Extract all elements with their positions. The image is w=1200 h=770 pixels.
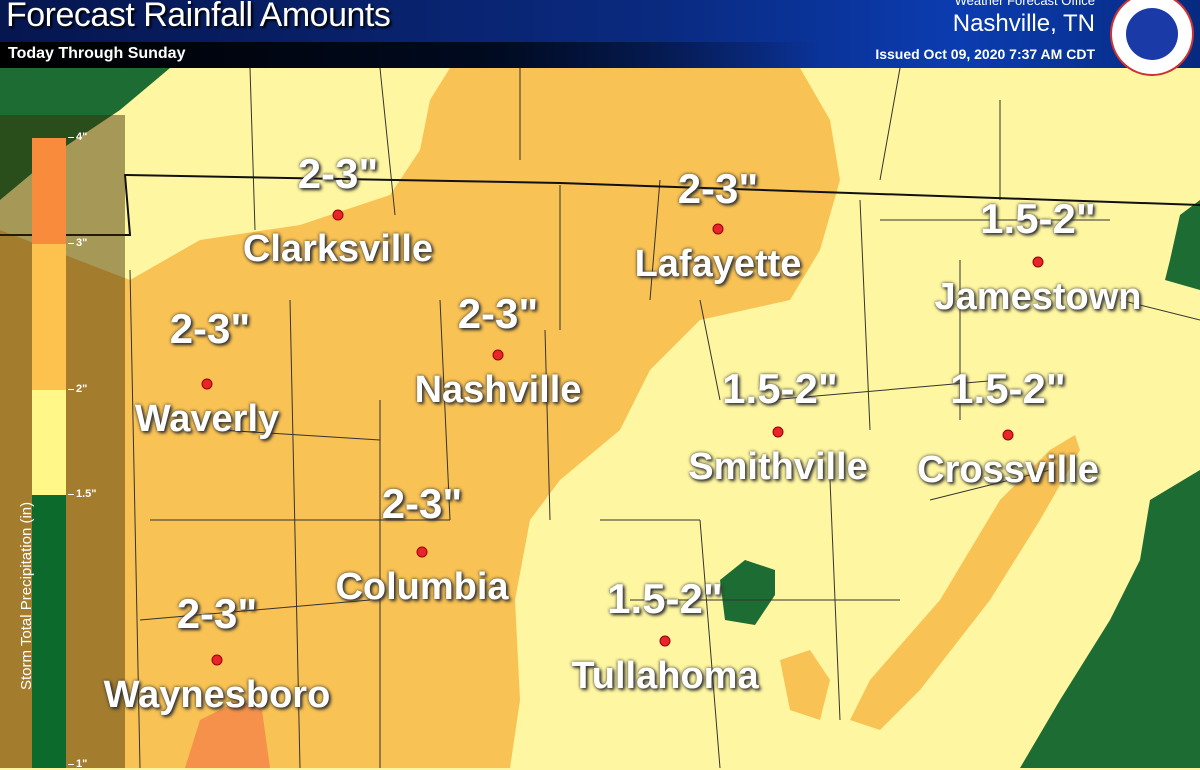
city-marker: [201, 378, 213, 390]
green-area-northeast: [1165, 200, 1200, 290]
city-marker: [1032, 256, 1044, 268]
city-name-label: Jamestown: [934, 276, 1142, 318]
rainfall-amount-label: 2-3": [677, 165, 759, 212]
orange-patch: [780, 650, 830, 720]
city-name-label: Tullahoma: [571, 655, 759, 697]
city-name-label: Smithville: [688, 446, 868, 488]
rainfall-amount-label: 2-3": [176, 590, 258, 637]
rainfall-amount-label: 1.5-2": [607, 575, 723, 622]
green-area-east: [1020, 470, 1200, 768]
county-borders: [129, 67, 1200, 768]
city-marker: [659, 635, 671, 647]
city-name-label: Columbia: [335, 566, 509, 608]
legend-bin-2-3: [32, 244, 66, 390]
rainfall-amount-label: 2-3": [297, 150, 379, 197]
rainfall-amount-label: 1.5-2": [722, 365, 838, 412]
office-city: Nashville, TN: [952, 10, 1095, 37]
subtitle: Today Through Sunday: [8, 45, 186, 62]
green-blob: [720, 560, 775, 625]
city-marker: [332, 209, 344, 221]
city-marker: [772, 426, 784, 438]
city-name-label: Clarksville: [242, 228, 434, 270]
rainfall-amount-label: 2-3": [169, 305, 251, 352]
green-area-northwest: [0, 68, 170, 200]
city-marker: [712, 223, 724, 235]
city-marker: [416, 546, 428, 558]
rainfall-amount-label: 2-3": [381, 480, 463, 527]
legend: Storm Total Precipitation (in) 4" 3" 2" …: [0, 115, 125, 770]
legend-tick: 1.5": [68, 488, 97, 500]
orange-area: [0, 68, 840, 768]
city-marker: [1002, 429, 1014, 441]
legend-tick: 3": [68, 237, 87, 249]
dark-orange-area: [185, 700, 270, 768]
legend-bin-3-4: [32, 138, 66, 244]
header: Forecast Rainfall Amounts Today Through …: [0, 0, 1200, 76]
legend-tick: 1": [68, 758, 87, 770]
legend-tick: 2": [68, 383, 87, 395]
city-marker: [211, 654, 223, 666]
orange-strip: [850, 435, 1080, 730]
rainfall-amount-label: 1.5-2": [950, 365, 1066, 412]
state-border: [0, 173, 1200, 236]
legend-bin-1.5-2: [32, 390, 66, 495]
page-title: Forecast Rainfall Amounts: [6, 0, 391, 34]
nws-logo: [1110, 0, 1194, 76]
rainfall-amount-label: 1.5-2": [980, 195, 1096, 242]
office-name: Weather Forecast Office: [954, 0, 1095, 8]
issued-time: Issued Oct 09, 2020 7:37 AM CDT: [875, 46, 1095, 62]
legend-bin-1-1.5: [32, 495, 66, 768]
rainfall-amount-label: 2-3": [457, 290, 539, 337]
city-name-label: Nashville: [414, 369, 582, 411]
city-name-label: Waynesboro: [103, 674, 331, 716]
city-name-label: Waverly: [134, 398, 280, 440]
city-marker: [492, 349, 504, 361]
city-name-label: Crossville: [917, 449, 1099, 491]
legend-title: Storm Total Precipitation (in): [18, 501, 35, 690]
city-name-label: Lafayette: [634, 243, 802, 285]
legend-tick: 4": [68, 131, 87, 143]
